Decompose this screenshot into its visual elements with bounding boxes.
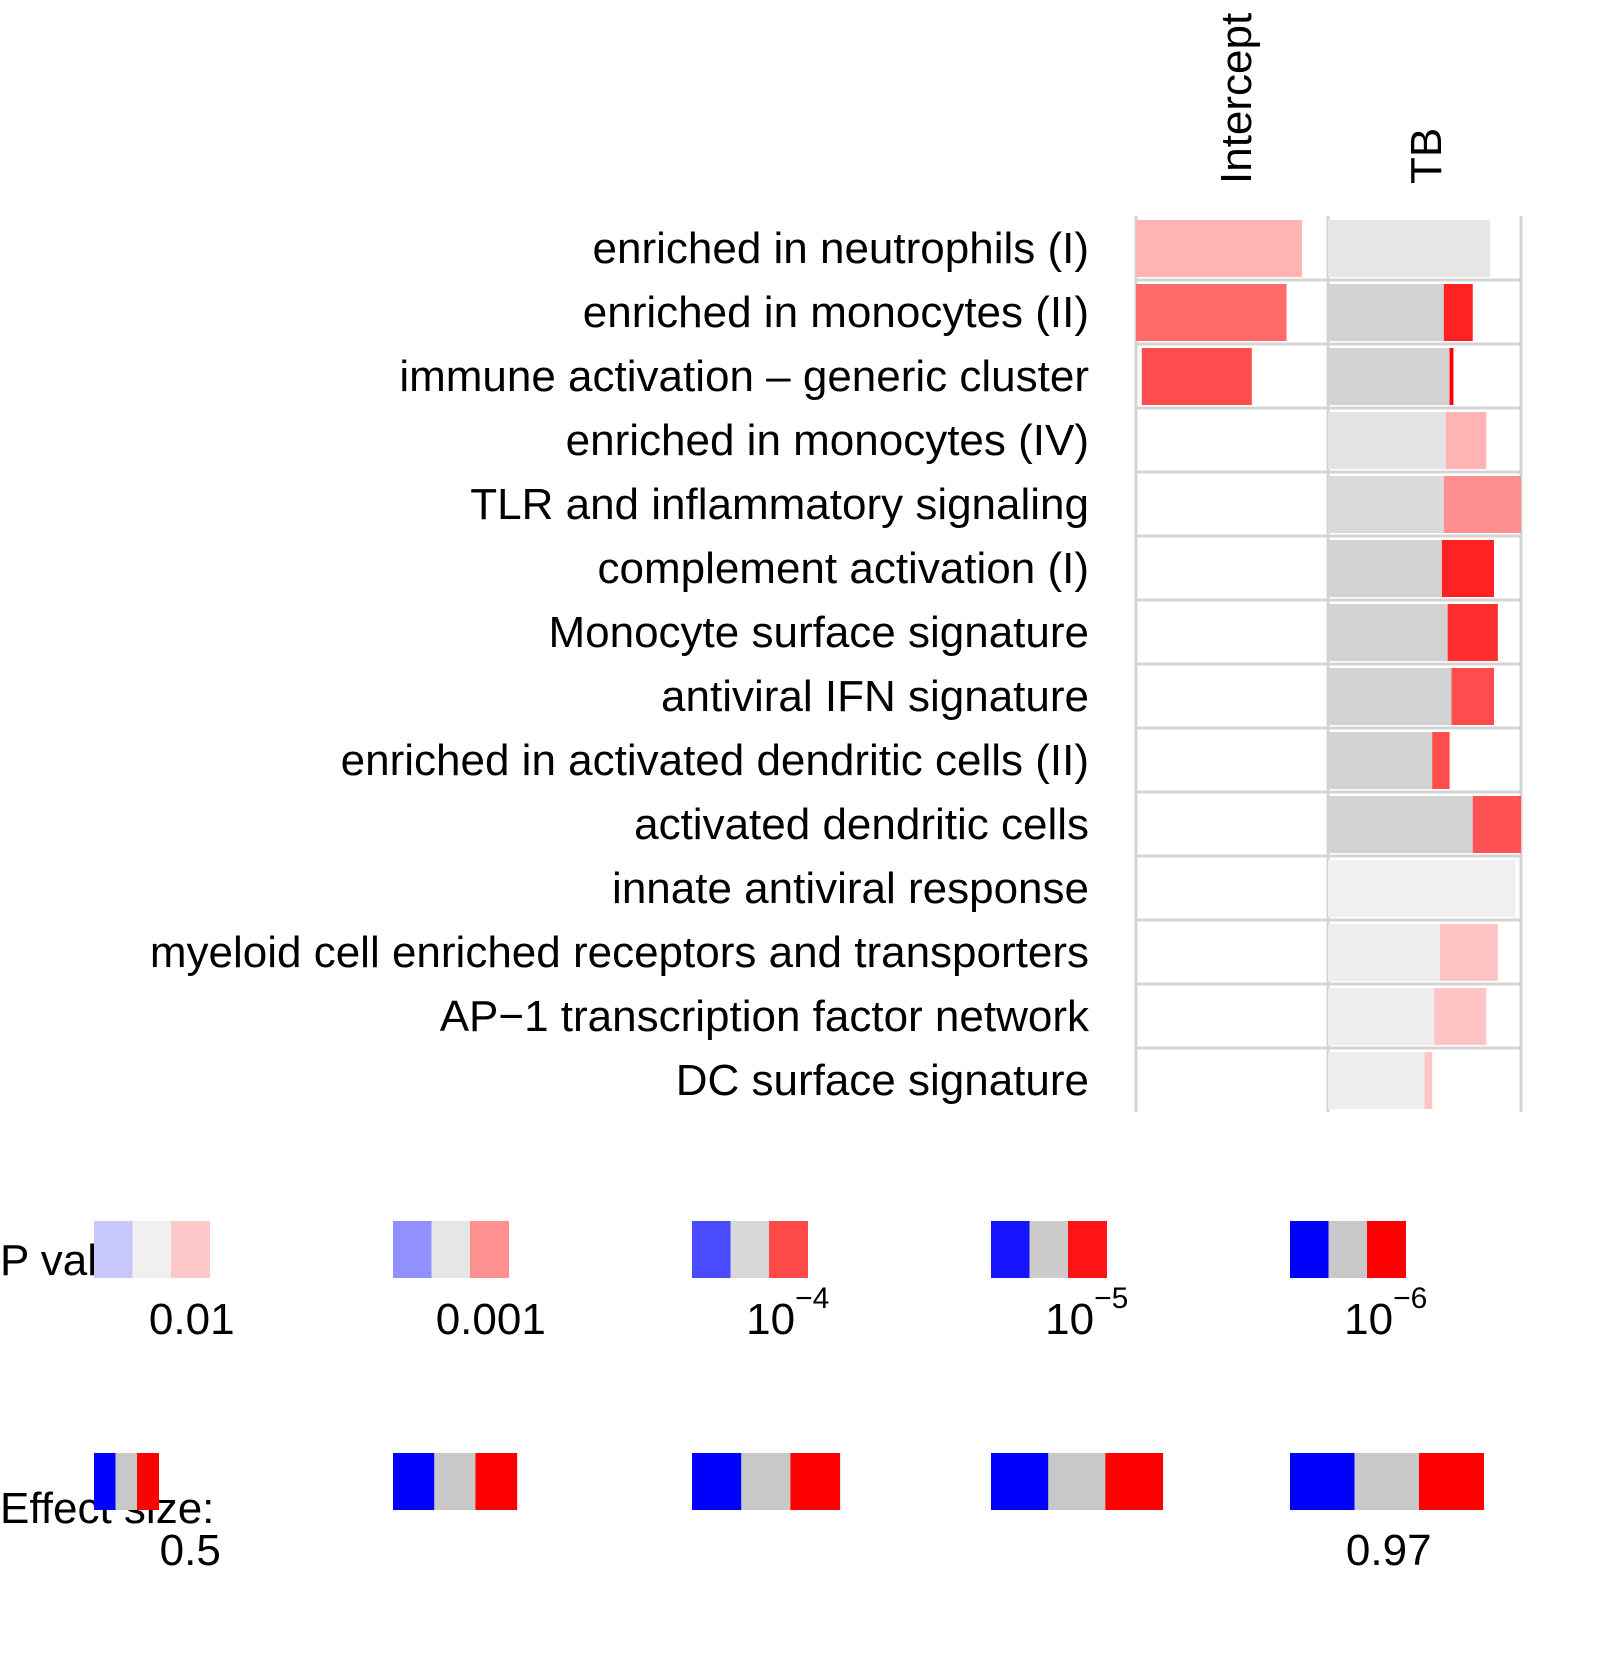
pvalue-swatch [94,1221,133,1278]
row-label: immune activation – generic cluster [399,352,1089,401]
pvalue-swatch [1068,1221,1107,1278]
effect-size-swatch [790,1453,841,1510]
effect-size-swatch [1354,1453,1420,1510]
effect-size-swatch [692,1453,742,1510]
cell-up-bar [1472,796,1521,853]
cell-neutral-bar [1328,1052,1425,1109]
cell-up-bar [1141,348,1252,405]
cell-up-bar [1441,540,1494,597]
pvalue-swatch [1029,1221,1069,1278]
cell-up-bar [1136,284,1287,341]
row-label: myeloid cell enriched receptors and tran… [150,928,1089,977]
pvalue-label: 10−5 [1045,1282,1128,1344]
pvalue-swatch [991,1221,1030,1278]
pvalue-swatch [730,1221,770,1278]
effect-size-swatch [1105,1453,1164,1510]
pvalue-swatch [1367,1221,1406,1278]
row-label: enriched in neutrophils (I) [593,224,1089,273]
row-label: complement activation (I) [597,544,1089,593]
cell-up-bar [1443,476,1521,533]
effect-size-swatch [1048,1453,1106,1510]
pvalue-swatch [692,1221,731,1278]
cell-up-bar [1445,412,1487,469]
column-label-intercept: Intercept [1212,13,1261,184]
row-label: AP−1 transcription factor network [440,992,1090,1041]
effect-size-swatch [137,1453,159,1510]
effect-size-swatch [94,1453,116,1510]
panel-grid [1134,216,1523,1112]
effect-size-swatch [991,1453,1049,1510]
cell-neutral-bar [1328,412,1446,469]
pvalue-swatch [393,1221,432,1278]
cell-neutral-bar [1328,284,1444,341]
cell-up-bar [1434,988,1487,1045]
cell-neutral-bar [1328,476,1444,533]
cell-up-bar [1443,284,1473,341]
cell-neutral-bar [1328,796,1473,853]
cell-neutral-bar [1328,604,1448,661]
row-label: enriched in activated dendritic cells (I… [341,736,1089,785]
effect-size-swatch [1419,1453,1484,1510]
cell-neutral-bar [1328,860,1516,917]
pvalue-swatch [171,1221,210,1278]
cell-neutral-bar [1328,220,1491,277]
row-label: TLR and inflammatory signaling [470,480,1089,529]
pvalue-swatch [1328,1221,1368,1278]
effect-size-swatch [393,1453,435,1510]
pvalue-swatch [1290,1221,1329,1278]
row-label: enriched in monocytes (II) [583,288,1089,337]
row-label: Monocyte surface signature [548,608,1089,657]
effect-size-swatch [1290,1453,1355,1510]
pvalue-swatch [769,1221,808,1278]
cell-neutral-bar [1328,988,1435,1045]
row-labels: enriched in neutrophils (I) enriched in m… [150,224,1090,1105]
effect-size-swatch [115,1453,138,1510]
cell-up-bar [1424,1052,1433,1109]
row-label: enriched in monocytes (IV) [566,416,1089,465]
effect-size-label: 0.97 [1346,1526,1432,1575]
cell-up-bar [1447,604,1498,661]
pvalue-label: 10−6 [1344,1282,1427,1344]
pvalue-legend: P value: 0.01 0.001 10−4 10−5 10−6 [0,1221,1427,1344]
effect-size-swatch [475,1453,518,1510]
column-label-tb: TB [1402,128,1451,184]
pvalue-swatch [132,1221,172,1278]
row-label: DC surface signature [676,1056,1089,1105]
pvalue-swatch [470,1221,509,1278]
cell-neutral-bar [1328,924,1440,981]
row-label: antiviral IFN signature [661,672,1089,721]
pvalue-label: 0.001 [436,1295,546,1344]
row-label: innate antiviral response [612,864,1089,913]
row-label: activated dendritic cells [634,800,1089,849]
pvalue-swatch [431,1221,471,1278]
cell-neutral-bar [1328,540,1442,597]
column-labels: Intercept TB [1212,13,1451,184]
effect-size-legend: Effect size: 0.5 0.97 [0,1453,1484,1575]
cell-neutral-bar [1328,732,1433,789]
cell-up-bar [1451,668,1494,725]
pvalue-label: 0.01 [149,1295,235,1344]
cell-up-bar [1432,732,1450,789]
effect-size-swatch [434,1453,476,1510]
effect-size-swatch [741,1453,791,1510]
effect-size-label: 0.5 [160,1526,221,1575]
panel-cells [1136,220,1521,1109]
cell-up-bar [1439,924,1498,981]
cell-up-bar [1449,348,1454,405]
cell-neutral-bar [1328,668,1452,725]
cell-up-bar [1136,220,1302,277]
cell-neutral-bar [1328,348,1450,405]
pvalue-label: 10−4 [746,1282,829,1344]
